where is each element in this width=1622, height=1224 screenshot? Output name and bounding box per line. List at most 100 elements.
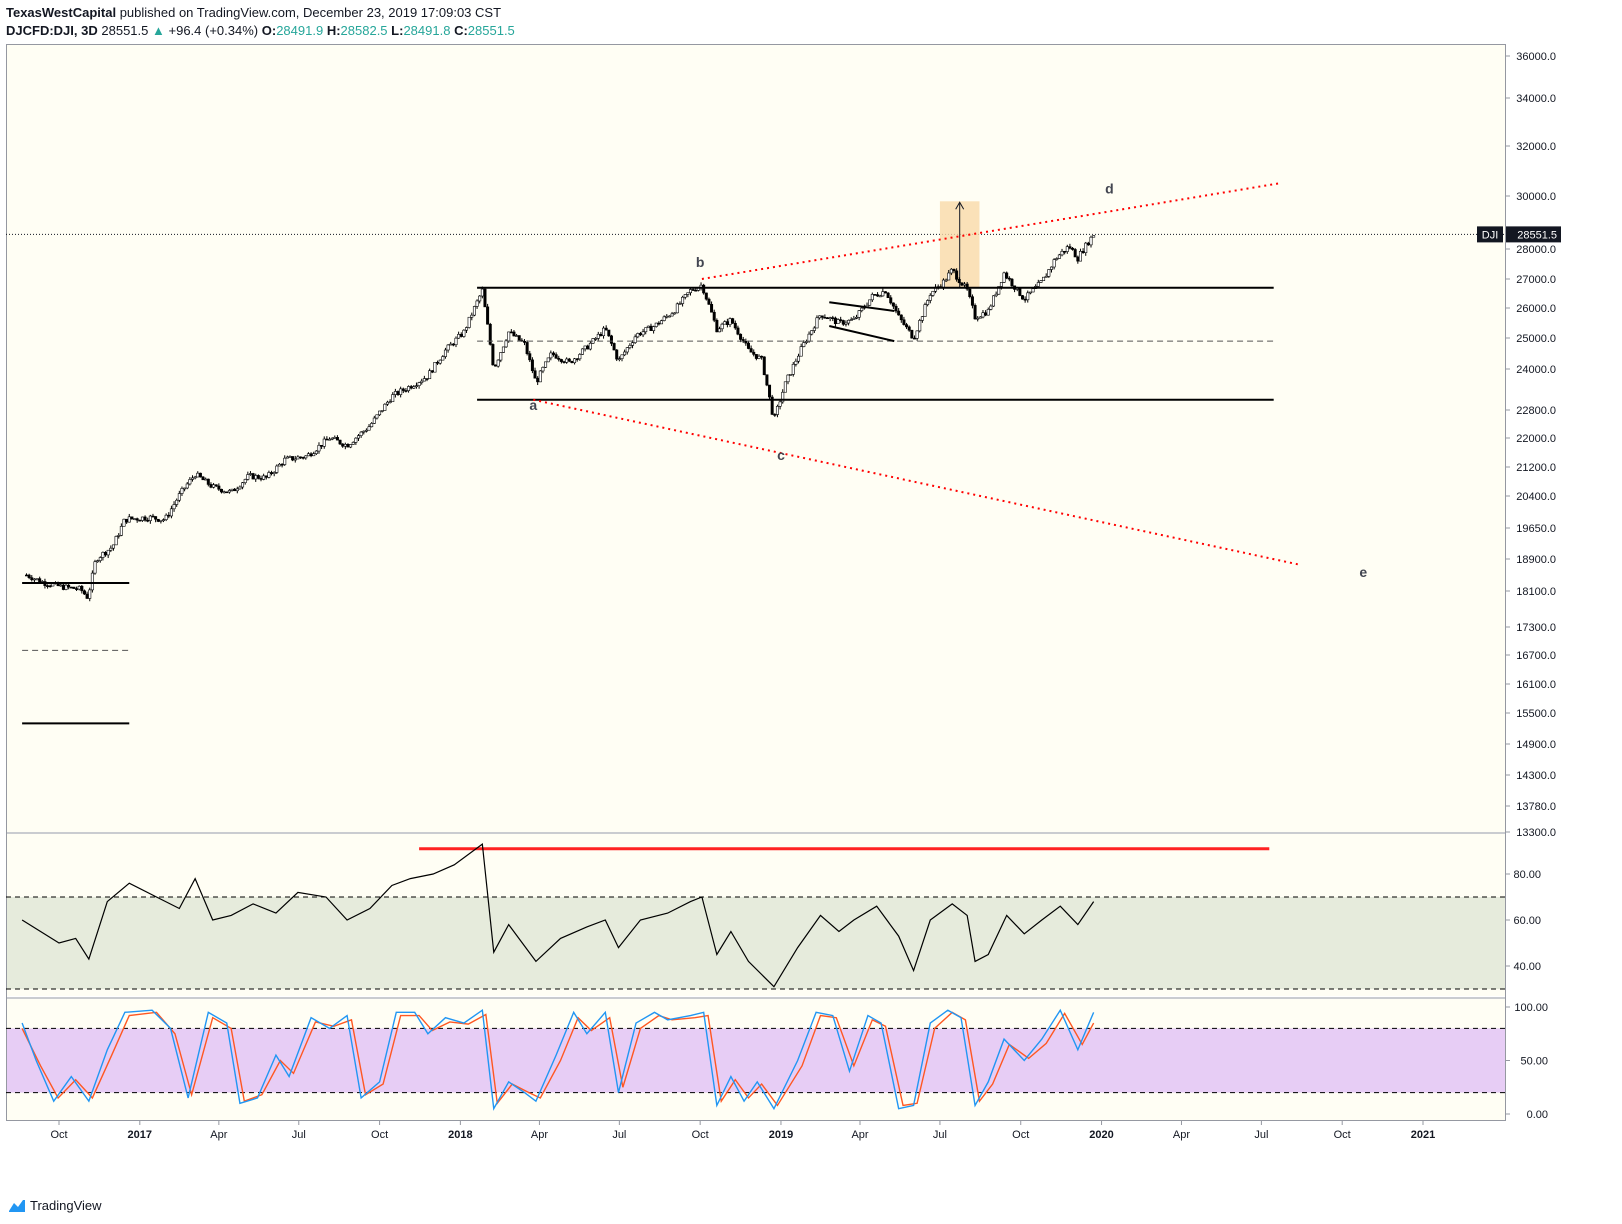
candle-body [638, 333, 642, 336]
candle-body [90, 572, 94, 591]
candle-body [222, 491, 226, 494]
candle-body [169, 508, 173, 517]
candle-body [1007, 277, 1011, 280]
candle-body [828, 317, 832, 319]
price-tick-label: 36000.0 [1516, 51, 1556, 63]
candle-body [902, 319, 906, 325]
candle-body [565, 358, 569, 363]
candle-body [960, 282, 964, 286]
projection-arrow-head [955, 201, 965, 210]
candle-body [915, 330, 919, 339]
candle-body [441, 356, 445, 361]
candle [928, 293, 932, 304]
candle-body [341, 443, 345, 447]
candle [175, 498, 179, 507]
stoch-d-line [21, 1011, 1095, 1107]
candle-body [470, 314, 474, 318]
candle-body [480, 288, 484, 297]
candle [169, 505, 173, 519]
candle-body [256, 475, 260, 479]
candle-body [628, 345, 632, 348]
candle-body [1039, 280, 1043, 283]
stoch-band [6, 1028, 1505, 1093]
candle-body [823, 316, 827, 319]
candle-body [654, 322, 658, 327]
candle-body [949, 268, 953, 274]
candle [557, 355, 561, 362]
candle-body [114, 536, 118, 546]
candle [251, 472, 255, 480]
candle-body [631, 342, 635, 346]
change-value: +96.4 (+0.34%) [168, 23, 259, 38]
candle-body [1047, 269, 1051, 277]
candle-body [277, 463, 281, 467]
price-tick-label: 16700.0 [1516, 650, 1556, 662]
candle [897, 308, 901, 316]
candle [483, 287, 487, 308]
candle-body [849, 319, 853, 321]
candle [90, 570, 94, 593]
candle [470, 312, 474, 321]
candle-body [794, 360, 798, 365]
candle [525, 340, 529, 356]
candle-body [989, 305, 993, 310]
candle [1065, 244, 1069, 254]
candle-body [1086, 242, 1090, 246]
candle-body [707, 298, 711, 305]
candle-body [559, 359, 563, 362]
candle [733, 320, 737, 330]
candle [952, 268, 956, 274]
candle [1028, 291, 1032, 295]
author-name[interactable]: TexasWestCapital [6, 5, 117, 20]
candle-body [1026, 292, 1030, 301]
candle-body [617, 358, 621, 360]
tradingview-footer[interactable]: TradingView [8, 1198, 102, 1213]
candle-body [1031, 288, 1035, 293]
candle-body [193, 476, 197, 479]
candle-body [362, 430, 366, 433]
candle [478, 295, 482, 304]
time-tick-label: Apr [531, 1129, 548, 1141]
candle [494, 364, 498, 367]
candle-body [760, 355, 764, 358]
candle-body [359, 431, 363, 436]
candle [117, 533, 121, 539]
candle [135, 517, 139, 523]
candle-body [1084, 242, 1088, 254]
candle-body [283, 457, 287, 465]
candle-body [370, 423, 374, 428]
candle-body [296, 456, 300, 460]
candle-body [330, 437, 334, 440]
candle [673, 312, 677, 315]
close-value: 28551.5 [467, 23, 515, 38]
candle-body [272, 472, 276, 474]
candle-body [1049, 266, 1053, 270]
candle-body [32, 578, 36, 581]
price-tick-label: 27000.0 [1516, 274, 1556, 286]
candle [544, 361, 548, 368]
candle-body [507, 331, 511, 342]
candle-body [117, 535, 121, 537]
candle-body [525, 342, 529, 354]
symbol-tag-label: DJI [1482, 229, 1499, 241]
candle-body [264, 475, 268, 478]
price-tick-label: 32000.0 [1516, 141, 1556, 153]
candle-body [1055, 258, 1059, 260]
candle-body [27, 574, 31, 578]
candle [968, 287, 972, 299]
candle-body [85, 593, 89, 599]
candle [683, 294, 687, 300]
candle [646, 325, 650, 329]
candle [241, 482, 245, 490]
candle [504, 339, 508, 348]
candle [1042, 276, 1046, 281]
price-tick-label: 28000.0 [1516, 244, 1556, 256]
candle [143, 515, 147, 522]
candle-body [883, 291, 887, 294]
candle-body [475, 300, 479, 307]
candle-body [409, 386, 413, 389]
candle [133, 518, 137, 521]
candle [80, 584, 84, 594]
candle [860, 306, 864, 313]
